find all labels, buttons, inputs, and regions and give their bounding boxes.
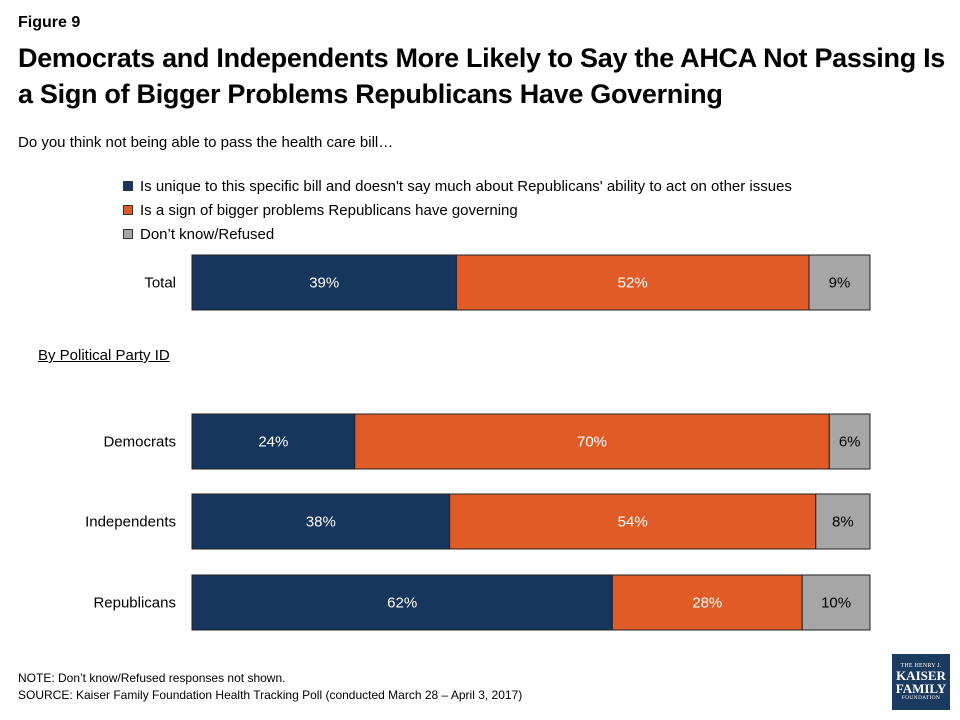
data-label-democrats-dont-know: 6% <box>839 434 861 451</box>
logo-line-3: FAMILY <box>895 681 947 696</box>
data-label-republicans-dont-know: 10% <box>821 595 851 612</box>
category-label-democrats: Democrats <box>103 434 176 451</box>
chart-subtitle: Do you think not being able to pass the … <box>18 134 394 151</box>
legend: Is unique to this specific bill and does… <box>123 174 792 246</box>
legend-swatch-unique <box>123 181 133 191</box>
logo-line-2: KAISER <box>896 668 946 683</box>
data-label-total-dont-know: 9% <box>829 275 851 292</box>
data-label-independents-bigger-problems: 54% <box>618 514 648 531</box>
bar-democrats-unique <box>191 413 356 470</box>
logo-line-1: THE HENRY J. <box>900 663 942 669</box>
data-label-total-bigger-problems: 52% <box>618 275 648 292</box>
legend-swatch-bigger-problems <box>123 205 133 215</box>
data-label-independents-unique: 38% <box>306 514 336 531</box>
bar-independents-bigger-problems <box>449 493 817 550</box>
legend-item-bigger-problems: Is a sign of bigger problems Republicans… <box>123 198 792 222</box>
bar-republicans-unique <box>191 574 613 631</box>
kff-logo: THE HENRY J. KAISER FAMILY FOUNDATION <box>892 654 950 710</box>
bar-republicans-bigger-problems <box>611 574 803 631</box>
bar-republicans-dont-know <box>801 574 871 631</box>
data-label-democrats-bigger-problems: 70% <box>577 434 607 451</box>
category-label-independents: Independents <box>85 514 176 531</box>
legend-item-dont-know: Don’t know/Refused <box>123 222 792 246</box>
legend-label-dont-know: Don’t know/Refused <box>140 225 275 243</box>
category-label-republicans: Republicans <box>93 595 176 612</box>
group-label-party-id: By Political Party ID <box>38 347 170 364</box>
category-label-total: Total <box>144 275 176 292</box>
data-label-republicans-unique: 62% <box>387 595 417 612</box>
data-label-independents-dont-know: 8% <box>832 514 854 531</box>
figure-label: Figure 9 <box>18 14 81 31</box>
source-text: SOURCE: Kaiser Family Foundation Health … <box>18 688 523 702</box>
data-label-total-unique: 39% <box>309 275 339 292</box>
data-label-republicans-bigger-problems: 28% <box>692 595 722 612</box>
footnote: NOTE: Don’t know/Refused responses not s… <box>18 670 522 704</box>
chart-title: Democrats and Independents More Likely t… <box>18 43 946 109</box>
logo-line-4: FOUNDATION <box>901 695 941 701</box>
legend-swatch-dont-know <box>123 229 133 239</box>
bar-democrats-bigger-problems <box>354 413 830 470</box>
legend-label-unique: Is unique to this specific bill and does… <box>140 177 792 195</box>
data-label-democrats-unique: 24% <box>258 434 288 451</box>
legend-label-bigger-problems: Is a sign of bigger problems Republicans… <box>140 201 518 219</box>
bar-democrats-dont-know <box>828 413 871 470</box>
bar-total-dont-know <box>808 254 871 311</box>
note-text: NOTE: Don’t know/Refused responses not s… <box>18 671 286 685</box>
legend-item-unique: Is unique to this specific bill and does… <box>123 174 792 198</box>
bar-independents-dont-know <box>815 493 871 550</box>
